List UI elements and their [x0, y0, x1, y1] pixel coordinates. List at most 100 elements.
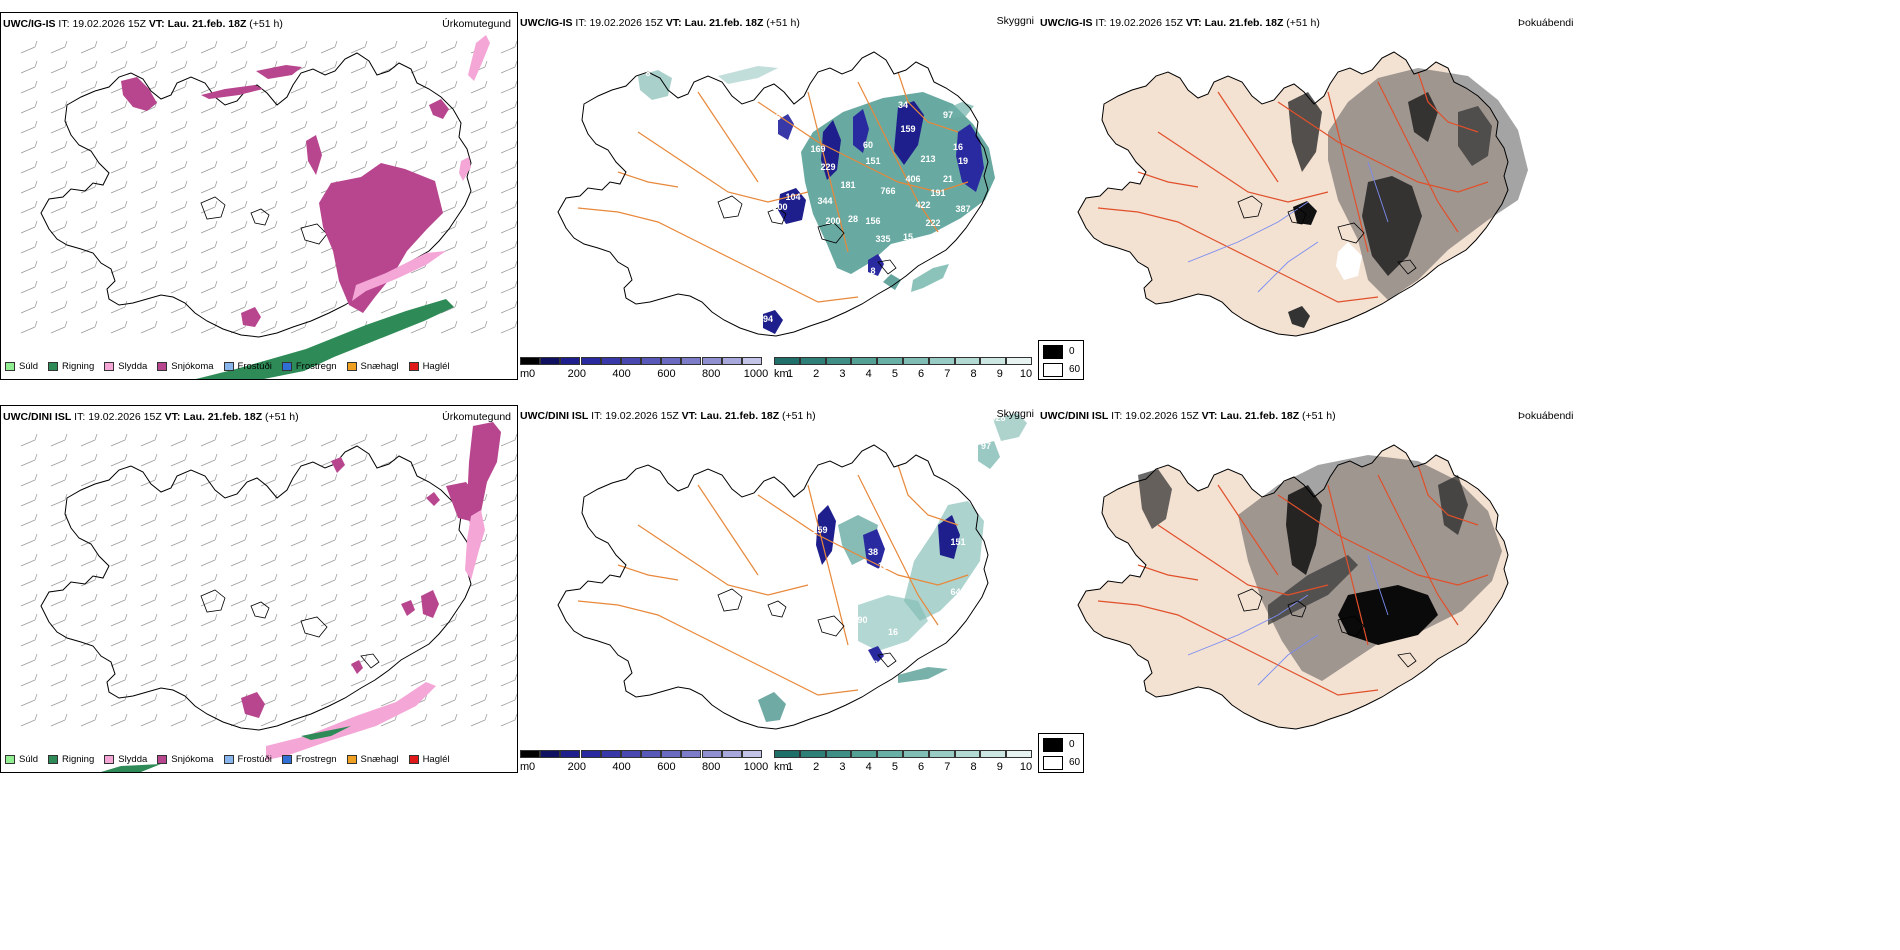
visibility-value-label: 229	[820, 162, 835, 172]
visibility-value-label: 15	[903, 232, 913, 242]
visibility-value-label: 222	[925, 218, 940, 228]
visibility-labels: 8 106 169 229 25 34 159 97 16 60 151 213 19 181 766 406…	[645, 68, 970, 324]
colorbar-segment	[620, 357, 641, 365]
legend-swatch	[104, 361, 115, 371]
legend-item: Snæhagl	[346, 361, 399, 372]
legend-item: Snjókoma	[157, 754, 214, 765]
visibility-value-label: 13	[913, 246, 923, 256]
legend-item: Snæhagl	[346, 754, 399, 765]
visibility-panel-row2: 928 97 9 159 38 408 151 13 646 331 490 16 88 UWC/DIN…	[518, 405, 1038, 773]
vt-value: Lau. 21.feb. 18Z	[167, 18, 247, 30]
fog-map-row1	[1077, 51, 1528, 337]
legend-item: Frostregn	[281, 360, 337, 372]
legend-label: Slydda	[118, 753, 148, 765]
ceiling-colorbar: m 0 200 400 600 800 1000	[520, 750, 768, 776]
visibility-value-label: 159	[900, 124, 915, 134]
visibility-panel-row1: 8 106 169 229 25 34 159 97 16 60 151 213 19 181 766 406…	[518, 12, 1038, 380]
colorbar-segment	[741, 357, 762, 365]
visibility-value-label: 97	[981, 441, 991, 451]
it-label: IT:	[591, 410, 603, 422]
legend-swatch	[5, 361, 15, 371]
colorbar-segment	[980, 357, 1007, 365]
visibility-areas	[758, 413, 1027, 722]
colorbar-segment	[520, 750, 541, 758]
legend-label: Frostúði	[237, 360, 272, 372]
visibility-value-label: 181	[840, 180, 855, 190]
visibility-value-label: 387	[955, 204, 970, 214]
colorbar-segment	[851, 750, 878, 758]
colorbar-tick-label: 400	[612, 368, 631, 380]
visibility-value-label: 159	[812, 525, 827, 535]
legend-item: Haglél	[408, 754, 450, 765]
colorbar-tick-label: 6	[918, 761, 925, 773]
colorbar-segment	[774, 357, 800, 365]
legend-swatch	[346, 361, 357, 371]
it-value: 19.02.2026 15Z	[1125, 410, 1199, 422]
fog-legend-swatch	[1043, 345, 1063, 359]
fog-legend-label: 60	[1069, 364, 1081, 375]
visibility-value-label: 646	[950, 587, 965, 597]
precip-legend: Súld Rigning Slydda Snjókoma Frostúði Frostre…	[5, 752, 460, 766]
panel-header: UWC/IG-IS IT: 19.02.2026 15Z VT: Lau. 21…	[520, 17, 800, 29]
precip-type-panel-row2: UWC/DINI ISL IT: 19.02.2026 15Z VT: Lau.…	[0, 405, 518, 773]
precip-legend: Súld Rigning Slydda Snjókoma Frostúði Frostre…	[5, 359, 460, 373]
colorbar-segment	[600, 750, 621, 758]
legend-swatch	[157, 754, 168, 764]
colorbar-segment	[600, 357, 621, 365]
fog-index-panel-row1: UWC/IG-IS IT: 19.02.2026 15Z VT: Lau. 21…	[1038, 12, 1900, 380]
colorbar-segment	[877, 357, 903, 365]
legend-swatch	[104, 754, 115, 764]
visibility-map-row2: 928 97 9 159 38 408 151 13 646 331 490 16 88	[557, 413, 1027, 730]
visibility-value-label: 156	[865, 216, 880, 226]
legend-item: Slydda	[104, 361, 147, 372]
visibility-value-label: 8	[645, 68, 650, 78]
model-name: UWC/DINI ISL	[520, 410, 589, 422]
visibility-value-label: 25	[853, 94, 863, 104]
colorbar-tick-label: 8	[970, 368, 977, 380]
colorbar-segment	[877, 750, 903, 758]
visibility-areas	[638, 66, 995, 292]
legend-swatch	[346, 754, 357, 764]
it-label: IT:	[74, 411, 86, 423]
roads	[1097, 71, 1489, 303]
visibility-value-label: 16	[953, 142, 963, 152]
it-value: 19.02.2026 15Z	[605, 410, 679, 422]
legend-label: Frostúði	[237, 753, 272, 765]
visibility-value-label: 94	[763, 314, 773, 324]
legend-item: Frostúði	[223, 753, 272, 765]
colorbar-segment	[825, 357, 852, 365]
iceland-outline	[557, 444, 989, 730]
legend-label: Frostregn	[295, 360, 337, 372]
it-value: 19.02.2026 15Z	[72, 18, 146, 30]
colorbar-tick-label: 3	[839, 368, 846, 380]
ceiling-areas	[763, 101, 984, 334]
colorbar-segment	[661, 750, 682, 758]
iceland-outline	[557, 51, 989, 337]
vt-value: Lau. 21.feb. 18Z	[1220, 410, 1300, 422]
visibility-value-label: 9	[985, 501, 990, 511]
colorbar-segment	[641, 750, 662, 758]
visibility-value-label: 34	[898, 100, 908, 110]
fog-map-row2	[1077, 444, 1509, 730]
legend-swatch	[223, 754, 234, 764]
colorbar-tick-label: 5	[891, 368, 898, 380]
legend-swatch	[5, 754, 15, 764]
vt-value: Lau. 21.feb. 18Z	[700, 410, 780, 422]
colorbar-tick-label: 200	[567, 761, 586, 773]
panel-header: UWC/DINI ISL IT: 19.02.2026 15Z VT: Lau.…	[520, 410, 816, 422]
vt-value: Lau. 21.feb. 18Z	[684, 17, 764, 29]
precip-areas	[121, 35, 490, 379]
legend-label: Súld	[19, 360, 39, 372]
colorbar-segment	[560, 750, 581, 758]
precip-type-panel-row1: UWC/IG-IS IT: 19.02.2026 15Z VT: Lau. 21…	[0, 12, 518, 380]
fog-legend: 0 60	[1038, 733, 1084, 773]
precip-areas	[101, 422, 501, 772]
colorbar-tick-label: 8	[970, 761, 977, 773]
colorbar-segment	[701, 357, 722, 365]
legend-label: Frostregn	[295, 753, 337, 765]
model-name: UWC/IG-IS	[520, 17, 573, 29]
legend-item: Rigning	[48, 361, 94, 372]
lead-time: (+51 h)	[265, 411, 299, 423]
colorbar-tick-label: 1000	[743, 368, 769, 380]
colorbar-segment	[954, 750, 981, 758]
